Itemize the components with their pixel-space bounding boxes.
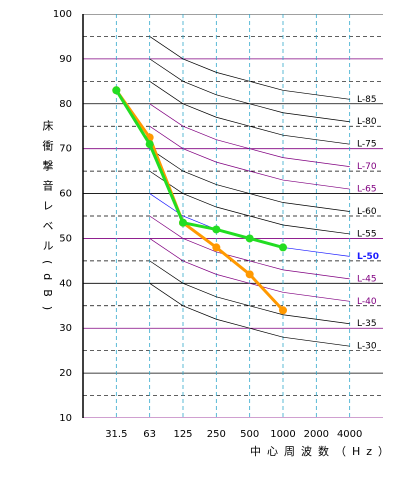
data-point — [179, 218, 187, 227]
reference-curve — [149, 238, 350, 302]
data-point — [145, 140, 154, 149]
x-axis-label: 中心周波数（Hz） — [250, 445, 395, 458]
curve-label: L-30 — [357, 342, 377, 352]
y-tick-label: 70 — [59, 144, 72, 155]
reference-curve — [149, 170, 350, 235]
series-line — [115, 89, 285, 312]
y-tick-label: 40 — [59, 278, 72, 289]
y-tick-label: 30 — [59, 323, 72, 334]
curve-label: L-75 — [357, 140, 377, 150]
data-point — [112, 86, 121, 95]
curve-label: L-35 — [357, 319, 377, 329]
reference-curve — [149, 260, 350, 325]
reference-curve — [149, 215, 350, 280]
data-point — [279, 306, 287, 315]
curve-label: L-45 — [357, 274, 377, 284]
x-tick-label: 2000 — [304, 429, 329, 440]
reference-curve — [149, 103, 350, 167]
reference-curve — [149, 36, 350, 100]
reference-curve — [149, 283, 350, 347]
x-tick-label: 250 — [207, 429, 226, 440]
x-tick-label: 31.5 — [105, 429, 127, 440]
y-tick-label: 20 — [59, 368, 72, 379]
reference-curve — [149, 148, 350, 212]
y-tick-label: 50 — [59, 233, 72, 244]
x-tick-label: 63 — [143, 429, 156, 440]
reference-curve — [149, 125, 350, 190]
x-tick-label: 125 — [173, 429, 192, 440]
data-point — [245, 270, 254, 279]
y-tick-label: 80 — [59, 99, 72, 110]
x-tick-label: 1000 — [270, 429, 295, 440]
data-point — [245, 234, 254, 243]
y-axis-label: 床衝撃音レベル(dB) — [41, 119, 54, 319]
y-tick-label: 100 — [53, 9, 72, 20]
curve-label: L-65 — [357, 185, 377, 195]
data-point — [212, 225, 221, 234]
y-tick-label: 10 — [59, 413, 72, 424]
plot-area — [83, 14, 383, 418]
reference-curve — [149, 81, 350, 145]
data-point — [279, 243, 287, 252]
curve-label: L-55 — [357, 229, 377, 239]
x-tick-label: 500 — [240, 429, 259, 440]
curve-label: L-85 — [357, 95, 377, 105]
curve-label: L-70 — [357, 162, 377, 172]
x-tick-label: 4000 — [337, 429, 362, 440]
reference-curve — [149, 58, 350, 123]
y-tick-label: 60 — [59, 189, 72, 200]
y-tick-label: 90 — [59, 54, 72, 65]
curve-label: L-40 — [357, 297, 377, 307]
curve-label: L-80 — [357, 117, 377, 127]
curve-label: L-50 — [357, 252, 379, 262]
data-point — [212, 243, 221, 252]
series-line — [115, 89, 284, 249]
curve-label: L-60 — [357, 207, 377, 217]
